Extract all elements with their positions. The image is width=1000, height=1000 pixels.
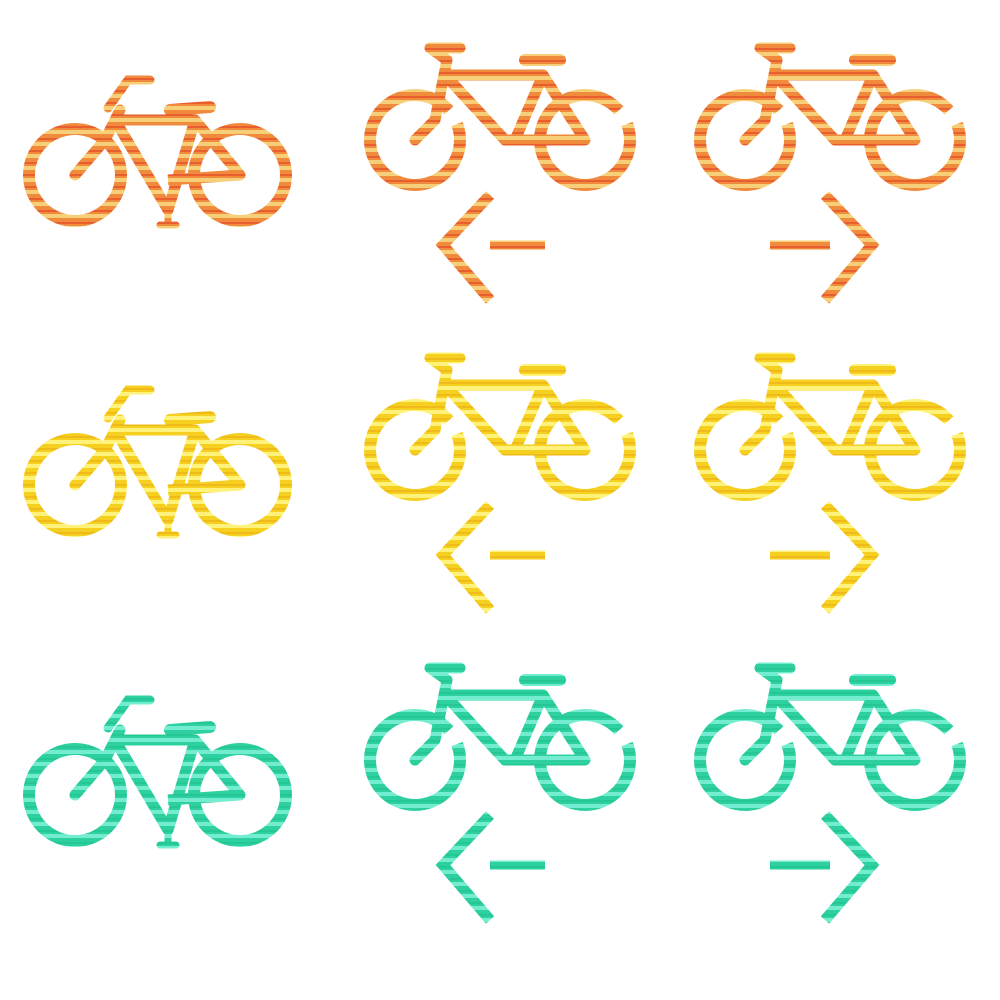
bicycle-icon bbox=[20, 70, 300, 240]
arrow-right-icon bbox=[770, 190, 890, 305]
bicycle-icon bbox=[695, 350, 975, 520]
bicycle-icon bbox=[20, 380, 300, 550]
bicycle-icon bbox=[365, 660, 645, 830]
arrow-left-icon bbox=[435, 500, 555, 615]
bicycle-icon bbox=[20, 690, 300, 860]
arrow-left-icon bbox=[435, 190, 555, 305]
bicycle-icon bbox=[695, 660, 975, 830]
arrow-left-icon bbox=[435, 810, 555, 925]
bicycle-icon bbox=[365, 350, 645, 520]
arrow-right-icon bbox=[770, 810, 890, 925]
bicycle-icon bbox=[365, 40, 645, 210]
bicycle-icon bbox=[695, 40, 975, 210]
arrow-right-icon bbox=[770, 500, 890, 615]
